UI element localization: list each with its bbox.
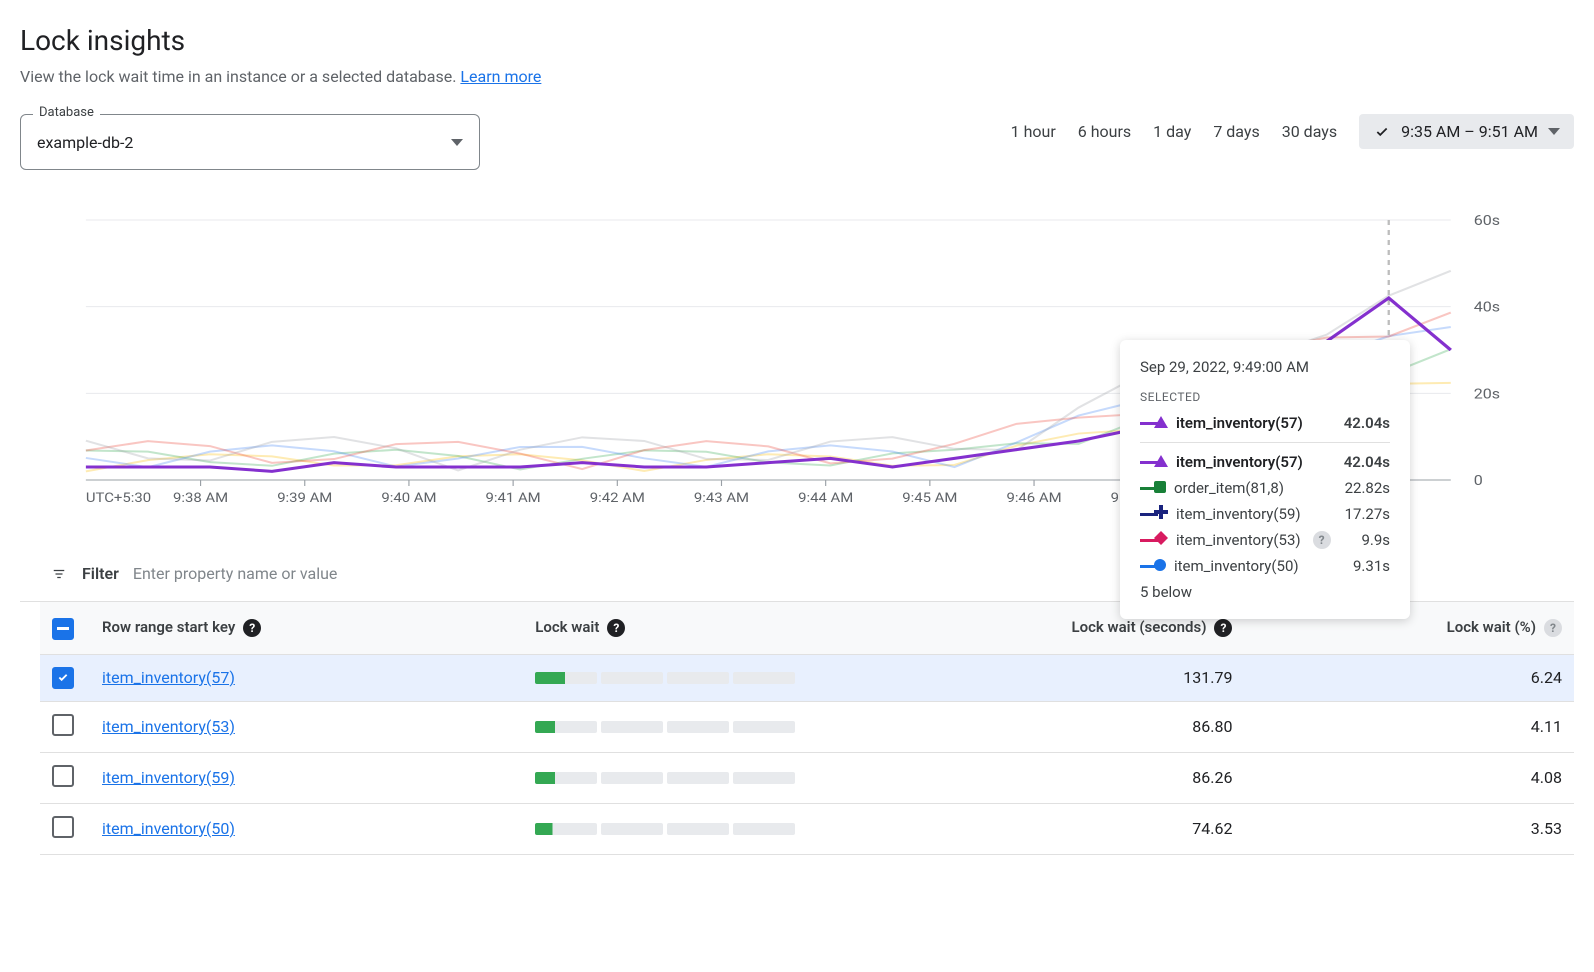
lock-wait-percent: 4.08 [1244, 752, 1574, 803]
help-icon[interactable]: ? [1214, 619, 1232, 637]
tooltip-selected-row: item_inventory(57) 42.04s [1140, 414, 1390, 432]
svg-text:9:46 AM: 9:46 AM [1006, 491, 1061, 506]
col-lock-wait[interactable]: Lock wait? [523, 602, 807, 654]
tooltip-item-value: 42.04s [1344, 414, 1390, 432]
row-checkbox[interactable] [52, 667, 74, 689]
lock-wait-percent: 6.24 [1244, 654, 1574, 701]
subtitle-text: View the lock wait time in an instance o… [20, 67, 456, 86]
svg-text:9:43 AM: 9:43 AM [694, 491, 749, 506]
time-opt-7d[interactable]: 7 days [1213, 122, 1259, 141]
learn-more-link[interactable]: Learn more [460, 67, 541, 86]
svg-text:9:42 AM: 9:42 AM [590, 491, 645, 506]
tooltip-item: item_inventory(59) 17.27s [1140, 505, 1390, 523]
tooltip-item-value: 22.82s [1345, 479, 1390, 497]
time-opt-1h[interactable]: 1 hour [1011, 122, 1056, 141]
row-checkbox[interactable] [52, 765, 74, 787]
table-row: item_inventory(50) 74.62 3.53 [40, 803, 1574, 854]
time-opt-30d[interactable]: 30 days [1282, 122, 1337, 141]
help-icon[interactable]: ? [243, 619, 261, 637]
lock-wait-percent: 4.11 [1244, 701, 1574, 752]
help-icon[interactable]: ? [1313, 531, 1331, 549]
time-opt-1d[interactable]: 1 day [1153, 122, 1191, 141]
tooltip-item-value: 17.27s [1345, 505, 1390, 523]
database-select[interactable]: Database example-db-2 [20, 114, 480, 170]
tooltip-item-name: order_item(81,8) [1174, 479, 1284, 497]
chevron-down-icon [1548, 128, 1560, 135]
row-checkbox[interactable] [52, 816, 74, 838]
lock-wait-bar [523, 752, 807, 803]
lock-wait-seconds: 74.62 [807, 803, 1244, 854]
svg-text:60s: 60s [1474, 212, 1501, 229]
svg-text:9:44 AM: 9:44 AM [798, 491, 853, 506]
svg-text:40s: 40s [1474, 299, 1501, 316]
chevron-down-icon [451, 139, 463, 146]
lock-wait-bar [523, 654, 807, 701]
lock-wait-bar [523, 701, 807, 752]
lock-wait-seconds: 86.80 [807, 701, 1244, 752]
tooltip-item-name: item_inventory(53) [1176, 531, 1301, 549]
time-range: 1 hour 6 hours 1 day 7 days 30 days 9:35… [1011, 114, 1574, 149]
tooltip-item: item_inventory(57) 42.04s [1140, 453, 1390, 471]
lock-table: Row range start key? Lock wait? Lock wai… [40, 602, 1574, 855]
tooltip-item-value: 42.04s [1344, 453, 1390, 471]
page-title: Lock insights [20, 24, 1574, 57]
lock-wait-seconds: 131.79 [807, 654, 1244, 701]
tooltip-item-name: item_inventory(57) [1176, 453, 1303, 471]
svg-text:9:40 AM: 9:40 AM [381, 491, 436, 506]
svg-text:9:38 AM: 9:38 AM [173, 491, 228, 506]
svg-text:9:41 AM: 9:41 AM [486, 491, 541, 506]
filter-input[interactable]: Enter property name or value [133, 564, 338, 583]
time-range-selected[interactable]: 9:35 AM – 9:51 AM [1359, 114, 1574, 149]
time-selected-label: 9:35 AM – 9:51 AM [1401, 122, 1538, 141]
row-key-link[interactable]: item_inventory(57) [102, 668, 235, 687]
help-icon[interactable]: ? [607, 619, 625, 637]
tooltip-item-value: 9.9s [1361, 531, 1390, 549]
table-row: item_inventory(53) 86.80 4.11 [40, 701, 1574, 752]
tooltip-timestamp: Sep 29, 2022, 9:49:00 AM [1140, 358, 1390, 376]
svg-text:0: 0 [1474, 472, 1483, 489]
svg-text:9:39 AM: 9:39 AM [277, 491, 332, 506]
select-all-checkbox[interactable] [52, 618, 74, 640]
check-icon [1373, 125, 1391, 139]
tooltip-selected-label: SELECTED [1140, 390, 1390, 404]
tooltip-item-name: item_inventory(50) [1174, 557, 1299, 575]
col-row-key[interactable]: Row range start key? [90, 602, 523, 654]
page-subtitle: View the lock wait time in an instance o… [20, 67, 1574, 86]
table-row: item_inventory(57) 131.79 6.24 [40, 654, 1574, 701]
time-opt-6h[interactable]: 6 hours [1078, 122, 1131, 141]
filter-label: Filter [82, 564, 119, 583]
lock-wait-percent: 3.53 [1244, 803, 1574, 854]
row-key-link[interactable]: item_inventory(50) [102, 819, 235, 838]
table-row: item_inventory(59) 86.26 4.08 [40, 752, 1574, 803]
tooltip-below: 5 below [1140, 583, 1390, 601]
row-key-link[interactable]: item_inventory(59) [102, 768, 235, 787]
tooltip-item: item_inventory(53)? 9.9s [1140, 531, 1390, 549]
help-icon[interactable]: ? [1544, 619, 1562, 637]
tooltip-item: order_item(81,8) 22.82s [1140, 479, 1390, 497]
lock-wait-bar [523, 803, 807, 854]
chart-tooltip: Sep 29, 2022, 9:49:00 AM SELECTED item_i… [1120, 340, 1410, 619]
lock-wait-chart[interactable]: 0 20s 40s 60s 9:38 AM 9:39 AM 9:40 AM 9:41 AM 9:… [40, 210, 1554, 524]
row-key-link[interactable]: item_inventory(53) [102, 717, 235, 736]
tooltip-item: item_inventory(50) 9.31s [1140, 557, 1390, 575]
database-select-label: Database [33, 105, 100, 120]
tooltip-item-name: item_inventory(57) [1176, 414, 1303, 432]
lock-wait-seconds: 86.26 [807, 752, 1244, 803]
row-checkbox[interactable] [52, 714, 74, 736]
svg-text:9:45 AM: 9:45 AM [902, 491, 957, 506]
filter-icon [50, 567, 68, 581]
tooltip-item-value: 9.31s [1353, 557, 1390, 575]
svg-text:UTC+5:30: UTC+5:30 [86, 491, 151, 506]
tooltip-item-name: item_inventory(59) [1176, 505, 1301, 523]
database-select-value: example-db-2 [37, 133, 133, 152]
svg-text:20s: 20s [1474, 385, 1501, 402]
